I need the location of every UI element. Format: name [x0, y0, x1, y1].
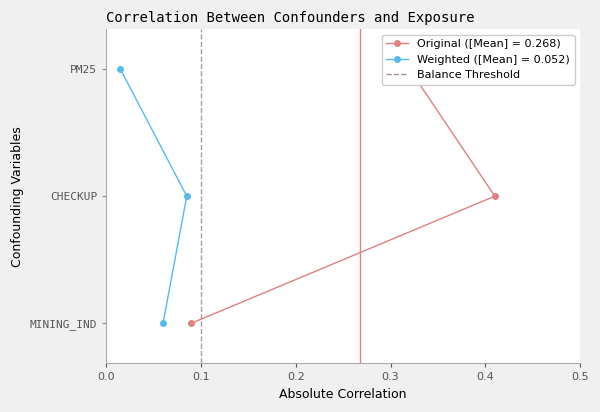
Legend: Original ([Mean] = 0.268), Weighted ([Mean] = 0.052), Balance Threshold: Original ([Mean] = 0.268), Weighted ([Me… [382, 35, 575, 84]
X-axis label: Absolute Correlation: Absolute Correlation [280, 388, 407, 401]
Text: Correlation Between Confounders and Exposure: Correlation Between Confounders and Expo… [106, 11, 475, 25]
Y-axis label: Confounding Variables: Confounding Variables [11, 126, 24, 267]
